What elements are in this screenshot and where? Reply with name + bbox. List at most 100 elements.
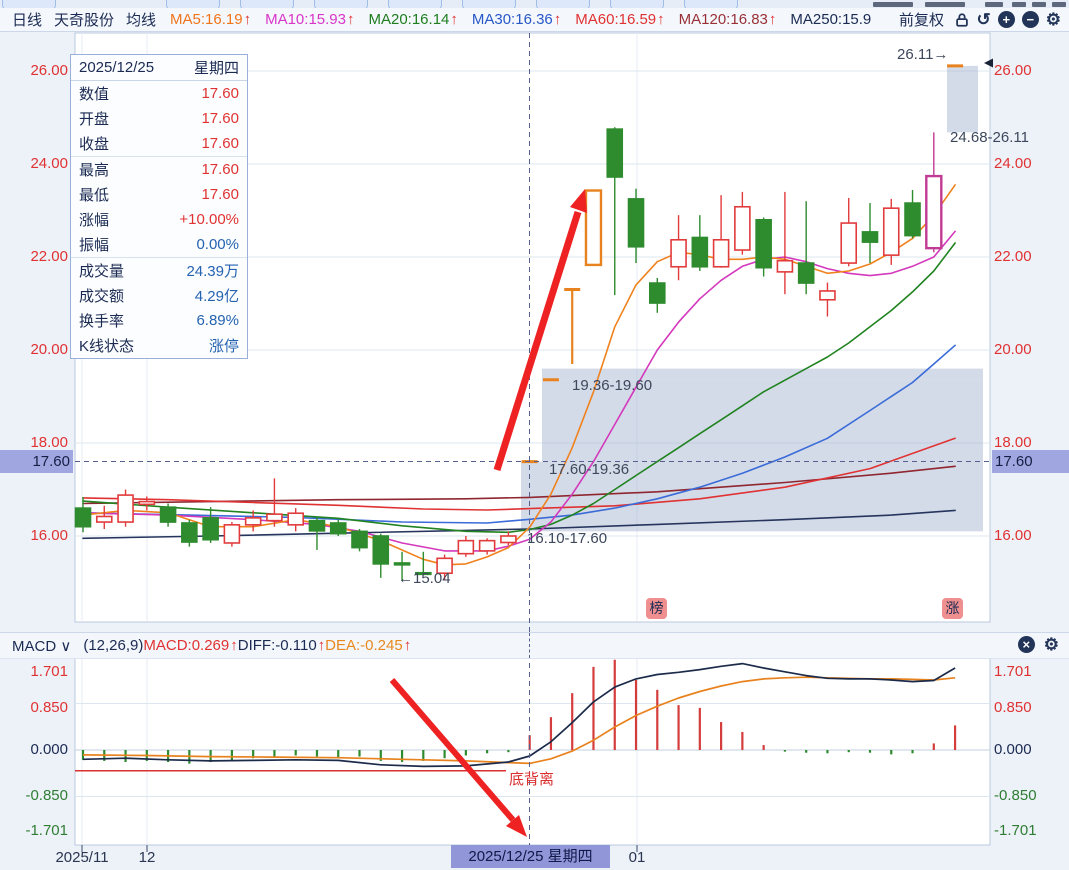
candle-body[interactable] bbox=[159, 506, 177, 523]
info-row: 收盘 17.60 bbox=[71, 131, 247, 157]
ma-legend-item: MA10:15.93↑ bbox=[265, 11, 355, 28]
ma-legend: MA5:16.19↑ MA10:15.93↑ MA20:16.14↑ MA30:16.… bbox=[156, 11, 871, 28]
gear-icon[interactable]: ⚙ bbox=[1043, 635, 1059, 654]
candle-body[interactable] bbox=[393, 562, 411, 566]
candle-body[interactable] bbox=[329, 522, 347, 535]
candle-body[interactable] bbox=[904, 202, 921, 237]
info-row: 最低 17.60 bbox=[79, 186, 239, 204]
rank-badge[interactable]: 榜 bbox=[646, 598, 667, 619]
adjust-mode[interactable]: 前复权 bbox=[898, 12, 944, 29]
annotation-arrow-head bbox=[506, 815, 527, 837]
clipped-toolbar-fragment bbox=[873, 2, 913, 7]
price-axis-label-right: 22.00 bbox=[994, 248, 1032, 265]
macd-axis-label-right: -0.850 bbox=[994, 787, 1037, 804]
candle-body[interactable] bbox=[776, 259, 794, 273]
info-row: 换手率 6.89% bbox=[79, 312, 239, 330]
macd-plot-area[interactable] bbox=[74, 657, 991, 846]
candle-body[interactable] bbox=[478, 539, 496, 552]
candle-body[interactable] bbox=[266, 513, 283, 522]
chevron-down-icon: ∨ bbox=[60, 637, 72, 655]
indicator-selector[interactable]: MACD ∨ bbox=[12, 637, 72, 655]
candle-body[interactable] bbox=[138, 500, 156, 506]
x-axis-label: 2025/11 bbox=[55, 849, 109, 866]
candle-body[interactable] bbox=[882, 207, 900, 256]
ma-legend-item: MA120:16.83↑ bbox=[678, 11, 777, 28]
candle-body[interactable] bbox=[691, 236, 709, 268]
info-row: 开盘 17.60 bbox=[79, 110, 239, 128]
close-icon[interactable]: × bbox=[1017, 636, 1035, 653]
candle-body[interactable] bbox=[287, 512, 305, 526]
ma-line-ma30 bbox=[82, 344, 956, 524]
price-axis-label-right: 26.00 bbox=[994, 62, 1032, 79]
dif-line bbox=[82, 662, 956, 768]
ma-legend-item: MA5:16.19↑ bbox=[170, 11, 252, 28]
candle-body[interactable] bbox=[755, 219, 772, 269]
clipped-toolbar-fragment bbox=[985, 2, 1003, 7]
candle-body[interactable] bbox=[223, 524, 241, 544]
candle-body[interactable] bbox=[840, 222, 858, 264]
limit-up-badge[interactable]: 涨 bbox=[942, 598, 963, 619]
candle-body[interactable] bbox=[734, 205, 751, 251]
annotation-arrow bbox=[493, 210, 582, 472]
candle-body[interactable] bbox=[670, 238, 687, 268]
macd-icons: × ⚙ bbox=[1017, 635, 1059, 654]
candle-body[interactable] bbox=[457, 539, 475, 555]
divergence-label: 底背离 bbox=[509, 771, 555, 788]
macd-axis-label-right: 1.701 bbox=[994, 663, 1032, 680]
macd-header: MACD ∨ (12,26,9) MACD:0.269↑ DIFF:-0.110↑… bbox=[0, 632, 1069, 659]
candle-body[interactable] bbox=[584, 189, 603, 267]
info-row: 涨幅 +10.00% bbox=[79, 211, 239, 229]
ma-legend-item: MA250:15.9 bbox=[790, 11, 872, 28]
undo-icon[interactable]: ↺ bbox=[976, 10, 991, 29]
macd-axis-label-left: -0.850 bbox=[25, 787, 68, 804]
candle-body[interactable] bbox=[415, 571, 432, 576]
candle-body[interactable] bbox=[244, 517, 262, 526]
info-row: K线状态 涨停 bbox=[79, 338, 239, 355]
candle-body[interactable] bbox=[308, 519, 326, 532]
candle-body[interactable] bbox=[117, 494, 134, 523]
candle-body[interactable] bbox=[861, 231, 879, 243]
x-axis-label: 01 bbox=[628, 849, 646, 866]
gap-label-16.10-17.60: 16.10-17.60 bbox=[527, 530, 608, 547]
x-axis-label: 12 bbox=[138, 849, 156, 866]
macd-axis-label-left: -1.701 bbox=[25, 822, 68, 839]
candle-body[interactable] bbox=[202, 517, 219, 541]
zoom-out-icon[interactable]: − bbox=[1021, 11, 1039, 28]
gap-label-19.36-19.60: 19.36-19.60 bbox=[572, 377, 653, 394]
price-axis-label-left: 16.00 bbox=[30, 527, 68, 544]
gap-zone-box bbox=[521, 461, 983, 532]
candle-body[interactable] bbox=[74, 507, 92, 528]
candle-body[interactable] bbox=[627, 198, 645, 248]
ma-line-ma60 bbox=[82, 437, 956, 511]
gear-icon[interactable]: ⚙ bbox=[1045, 10, 1061, 29]
clipped-toolbar-fragment bbox=[1052, 2, 1066, 7]
stock-name[interactable]: 天奇股份 bbox=[54, 12, 115, 29]
crosshair-price-label-left: 17.60 bbox=[0, 450, 73, 473]
price-axis-label-left: 24.00 bbox=[30, 155, 68, 172]
candle-body[interactable] bbox=[500, 535, 517, 544]
clipped-toolbar-fragment bbox=[925, 2, 965, 7]
ma-title[interactable]: 均线 bbox=[126, 12, 157, 29]
period-selector[interactable]: 日线 bbox=[12, 12, 43, 29]
unlock-icon[interactable] bbox=[954, 12, 970, 28]
candle-body[interactable] bbox=[351, 530, 368, 549]
crosshair-price-label-right: 17.60 bbox=[992, 450, 1069, 473]
candle-body[interactable] bbox=[606, 128, 624, 178]
macd-axis-label-right: 0.000 bbox=[994, 741, 1032, 758]
candle-body[interactable] bbox=[819, 290, 836, 301]
candle-body[interactable] bbox=[181, 522, 198, 543]
candle-body[interactable] bbox=[925, 174, 943, 250]
candle-body[interactable] bbox=[648, 282, 666, 304]
low-price-label: ←15.04 bbox=[398, 570, 451, 587]
macd-axis-label-right: 0.850 bbox=[994, 699, 1032, 716]
candle-body[interactable] bbox=[797, 262, 815, 284]
edge-marker-triangle bbox=[984, 58, 993, 68]
info-row: 最高 17.60 bbox=[79, 161, 239, 179]
candle-body[interactable] bbox=[372, 535, 390, 565]
candle-body[interactable] bbox=[95, 515, 113, 523]
ma-legend-item: MA20:16.14↑ bbox=[368, 11, 458, 28]
candle-body[interactable] bbox=[436, 557, 453, 575]
zoom-in-icon[interactable]: + bbox=[997, 11, 1015, 28]
gap-label-17.60-19.36: 17.60-19.36 bbox=[549, 461, 630, 478]
candle-body[interactable] bbox=[712, 238, 730, 268]
